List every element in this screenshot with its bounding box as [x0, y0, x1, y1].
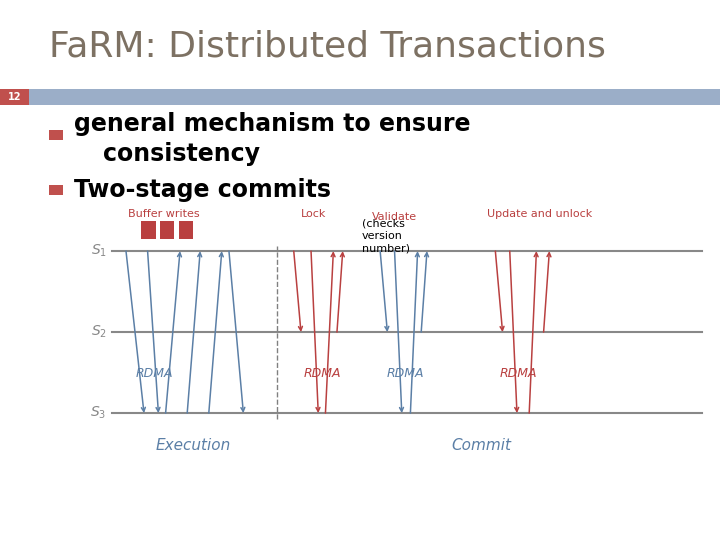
Text: RDMA: RDMA [500, 367, 537, 380]
Bar [0, 89, 720, 105]
Text: Lock: Lock [300, 208, 326, 219]
Text: Two-stage commits: Two-stage commits [74, 178, 331, 202]
Text: (checks
version
number): (checks version number) [362, 219, 410, 253]
Text: general mechanism to ensure: general mechanism to ensure [74, 112, 471, 136]
Text: Update and unlock: Update and unlock [487, 208, 593, 219]
Text: Validate: Validate [372, 212, 417, 222]
Bar [49, 130, 63, 140]
Bar [49, 185, 63, 195]
Bar [0, 89, 29, 105]
Text: FaRM: Distributed Transactions: FaRM: Distributed Transactions [49, 30, 606, 64]
Text: $S_3$: $S_3$ [91, 405, 107, 421]
Bar [160, 221, 174, 239]
Text: Execution: Execution [156, 438, 230, 453]
Text: RDMA: RDMA [387, 367, 424, 380]
Text: 12: 12 [8, 92, 21, 102]
Text: $S_2$: $S_2$ [91, 324, 107, 340]
Bar [179, 221, 193, 239]
Text: consistency: consistency [103, 142, 260, 166]
Text: Buffer writes: Buffer writes [128, 208, 200, 219]
Text: Commit: Commit [451, 438, 511, 453]
Text: RDMA: RDMA [136, 367, 174, 380]
Text: $S_1$: $S_1$ [91, 243, 107, 259]
Bar [141, 221, 156, 239]
Text: RDMA: RDMA [304, 367, 341, 380]
